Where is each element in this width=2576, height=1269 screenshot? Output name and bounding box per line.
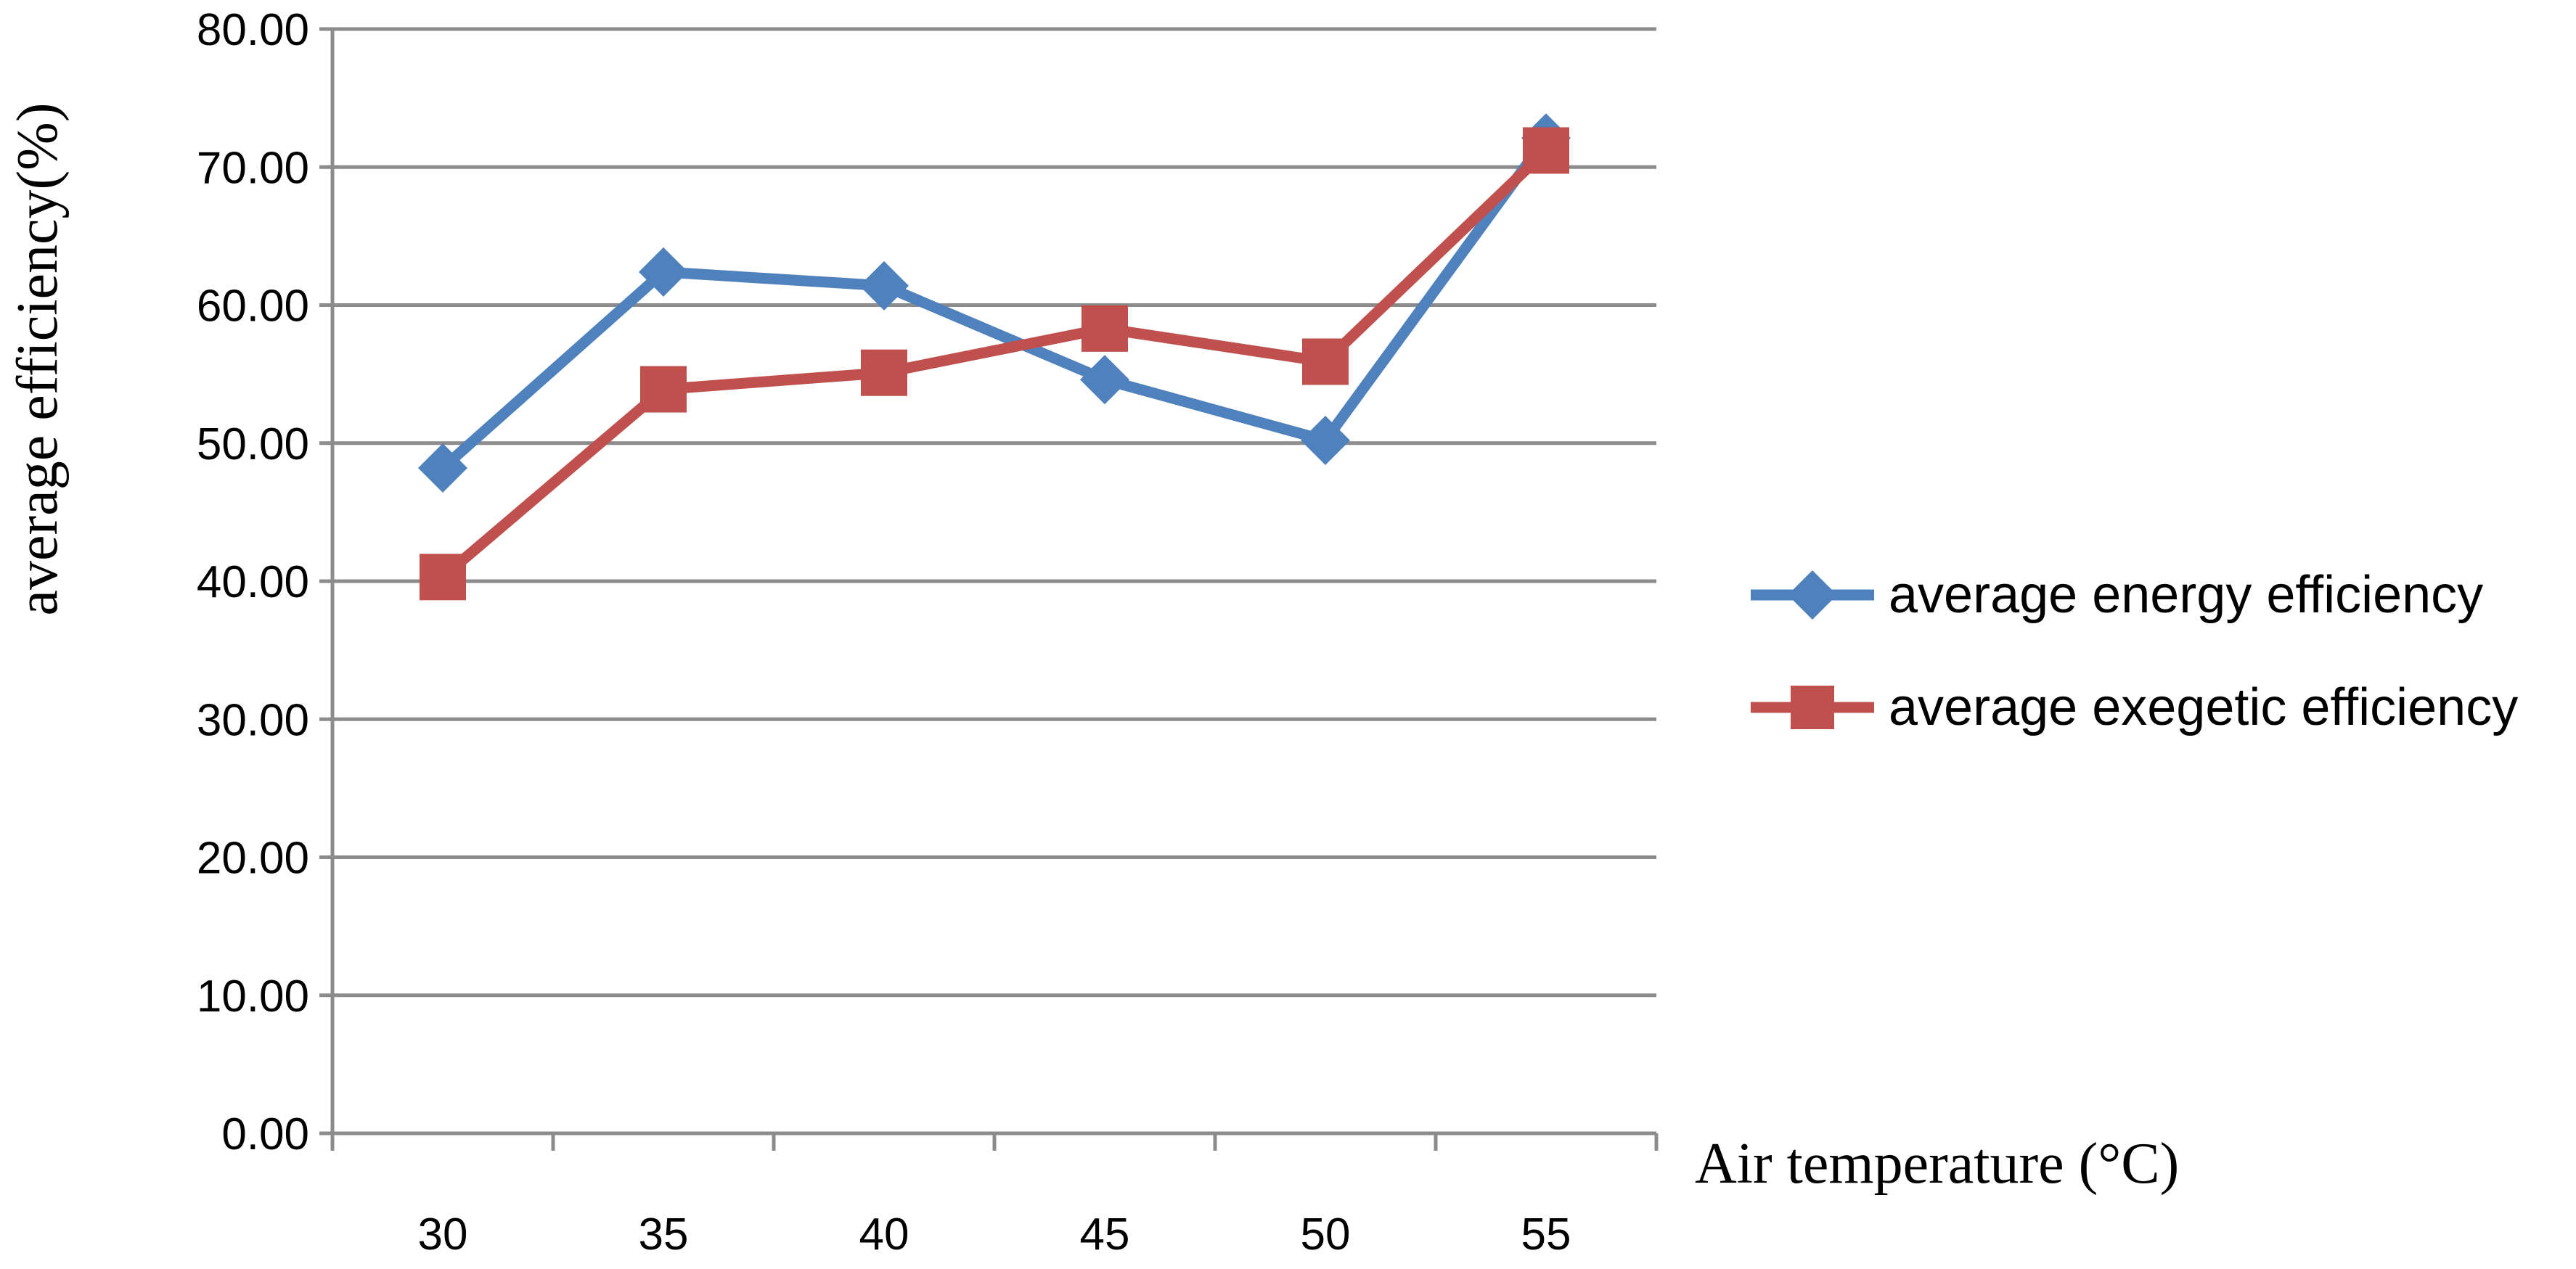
data-point bbox=[640, 366, 687, 413]
x-tick-label: 35 bbox=[639, 1210, 689, 1260]
y-tick-label: 0.00 bbox=[221, 1109, 309, 1159]
y-tick-labels: 0.00 10.00 20.00 30.00 40.00 50.00 60.00 70.00 8… bbox=[197, 5, 309, 1159]
data-point bbox=[1081, 305, 1128, 352]
series-layer bbox=[418, 113, 1571, 601]
data-point bbox=[418, 443, 467, 493]
y-tick-label: 10.00 bbox=[197, 972, 309, 1022]
gridlines bbox=[332, 27, 1656, 998]
legend-item-1: average energy efficiency bbox=[1751, 566, 2483, 624]
legend-item-2: average exegetic efficiency bbox=[1751, 678, 2518, 736]
y-tick-label: 80.00 bbox=[197, 5, 309, 55]
legend-marker bbox=[1788, 570, 1837, 620]
x-tick-label: 30 bbox=[418, 1210, 468, 1260]
y-tick-label: 60.00 bbox=[197, 282, 309, 332]
axes bbox=[319, 27, 1659, 1151]
y-tick-label: 30.00 bbox=[197, 695, 309, 745]
series-line bbox=[439, 134, 1551, 472]
series-2 bbox=[420, 127, 1569, 601]
legend-label: average energy efficiency bbox=[1889, 566, 2483, 624]
x-tick-label: 50 bbox=[1301, 1210, 1351, 1260]
x-axis-title: Air temperature (°C) bbox=[1695, 1132, 2179, 1196]
series-1 bbox=[418, 113, 1571, 493]
data-point bbox=[639, 247, 688, 297]
y-axis-title: average efficiency(%) bbox=[6, 103, 70, 616]
y-tick-label: 50.00 bbox=[197, 419, 309, 469]
data-point bbox=[861, 349, 907, 396]
y-tick-label: 20.00 bbox=[197, 834, 309, 884]
x-tick-labels: 30 35 40 45 50 55 bbox=[418, 1210, 1571, 1260]
data-point bbox=[420, 554, 466, 601]
data-point bbox=[859, 260, 909, 311]
data-point bbox=[1080, 355, 1129, 405]
legend-label: average exegetic efficiency bbox=[1889, 678, 2518, 736]
y-tick-label: 40.00 bbox=[197, 557, 309, 607]
x-tick-label: 55 bbox=[1521, 1210, 1571, 1260]
data-point bbox=[1523, 127, 1569, 174]
legend: average energy efficiency average exegeti… bbox=[1751, 566, 2518, 736]
data-point bbox=[1301, 415, 1350, 465]
x-tick-label: 45 bbox=[1080, 1210, 1130, 1260]
y-tick-label: 70.00 bbox=[197, 143, 309, 193]
data-point bbox=[1302, 338, 1349, 385]
legend-marker bbox=[1791, 686, 1834, 729]
series-line bbox=[439, 147, 1550, 582]
x-tick-label: 40 bbox=[859, 1210, 909, 1260]
